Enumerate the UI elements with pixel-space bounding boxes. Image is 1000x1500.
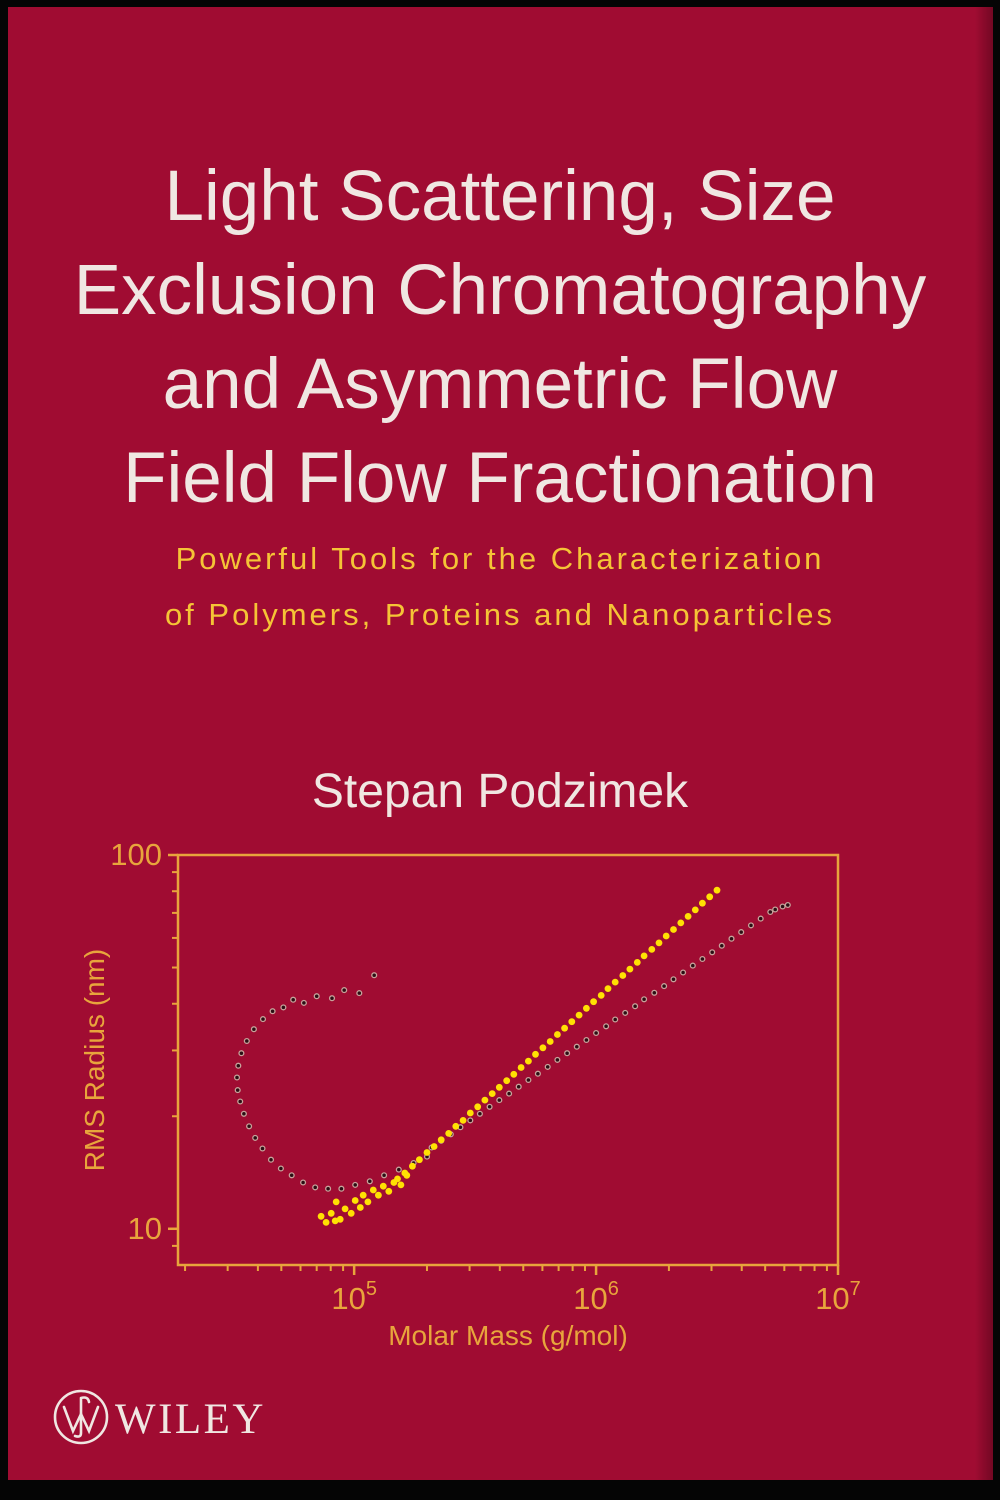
svg-text:10: 10 (128, 1211, 162, 1246)
subtitle-line-2: of Polymers, Proteins and Nanoparticles (164, 597, 836, 632)
book-subtitle: Powerful Tools for the Characterization … (0, 531, 1000, 643)
subtitle-line-1: Powerful Tools for the Characterization (175, 541, 825, 576)
svg-text:RMS Radius (nm): RMS Radius (nm) (80, 949, 110, 1171)
title-line-3: and Asymmetric Flow (162, 345, 838, 424)
chart-svg: 105 106 107 100 10 Molar Mass (g/mol) RMS Radi… (80, 837, 861, 1351)
author-name: Stepan Podzimek (311, 765, 689, 818)
book-title: Light Scattering, Size Exclusion Chromat… (0, 150, 1000, 526)
svg-text:107: 107 (815, 1278, 861, 1316)
right-edge-shadow (975, 7, 993, 1480)
border-right (993, 0, 1000, 1500)
title-line-4: Field Flow Fractionation (123, 439, 877, 518)
border-left (0, 0, 8, 1500)
svg-text:105: 105 (331, 1278, 377, 1316)
publisher-name: WILEY (115, 1396, 266, 1443)
svg-text:106: 106 (573, 1278, 619, 1316)
wiley-logo: WILEY (53, 1389, 266, 1445)
title-line-2: Exclusion Chromatography (73, 251, 927, 330)
wiley-monogram-icon (53, 1389, 109, 1445)
border-bottom (0, 1480, 1000, 1500)
svg-text:Molar Mass (g/mol): Molar Mass (g/mol) (388, 1320, 628, 1351)
border-top (0, 0, 1000, 7)
svg-text:100: 100 (110, 837, 162, 872)
title-line-1: Light Scattering, Size (164, 157, 836, 236)
